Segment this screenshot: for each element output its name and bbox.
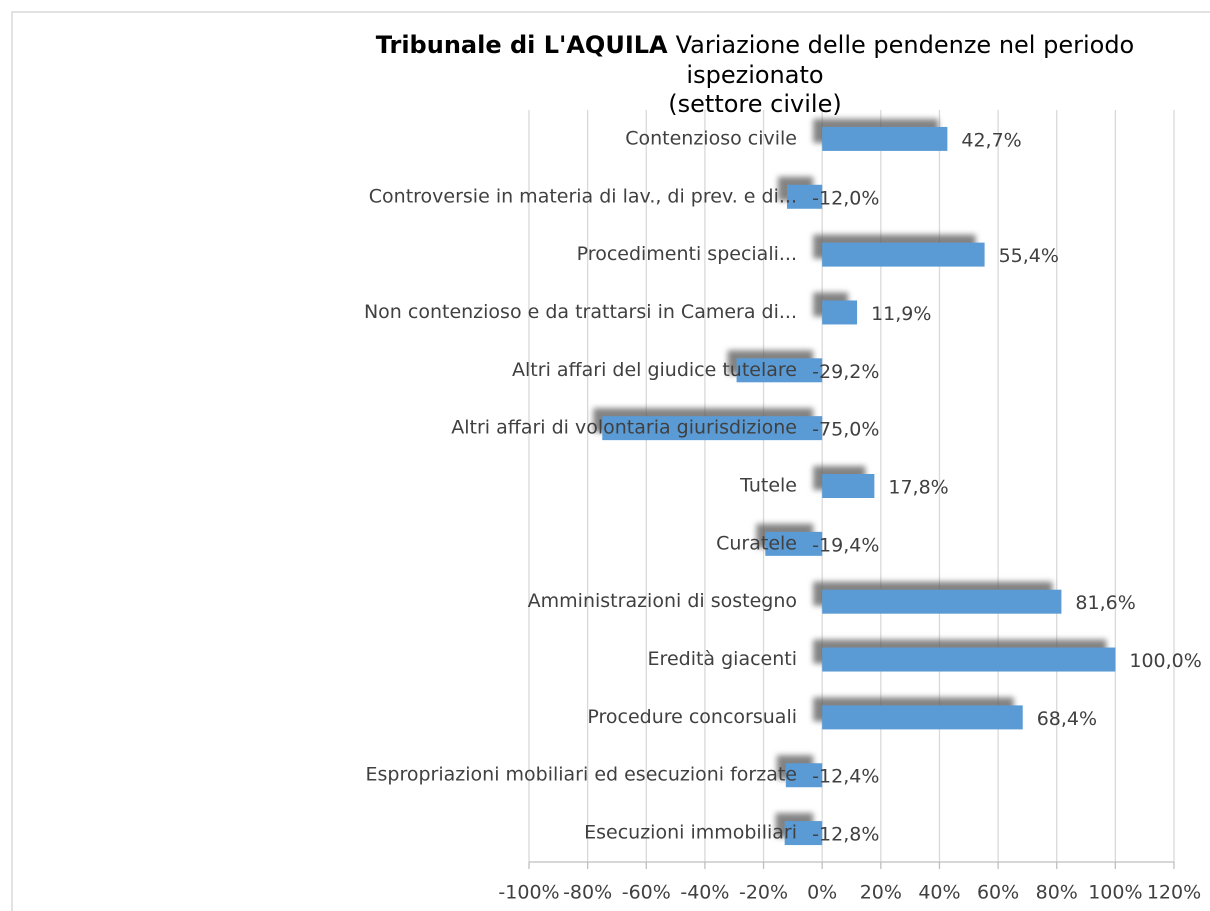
- category-label: Procedure concorsuali: [587, 706, 797, 728]
- bar: [784, 821, 823, 846]
- x-tick-label: 20%: [860, 882, 902, 904]
- x-tick-label: 80%: [1036, 882, 1078, 904]
- value-label: -12,8%: [812, 824, 879, 846]
- value-label: 68,4%: [1037, 708, 1097, 730]
- bar: [822, 242, 985, 267]
- chart-border: [11, 11, 1210, 911]
- subtitle-line: Variazione delle pendenze nel periodo: [676, 31, 1135, 59]
- chart-title: Tribunale di L'AQUILA Variazione delle pe…: [376, 31, 1135, 59]
- category-label: Esecuzioni immobiliari: [584, 822, 797, 844]
- x-tick-label: -60%: [622, 882, 671, 904]
- category-label: Eredità giacenti: [648, 648, 797, 670]
- category-label: Tutele: [739, 475, 797, 497]
- labels: -100% -80% -60% -40% -20% 0% 20% 40% 60% 80% 100% 1…: [364, 127, 1202, 903]
- category-label: Non contenzioso e da trattarsi in Camera…: [364, 301, 797, 323]
- bar: [822, 589, 1062, 614]
- category-label: Altri affari del giudice tutelare: [512, 359, 797, 381]
- value-label: 81,6%: [1075, 592, 1135, 614]
- x-tick-label: -40%: [680, 882, 729, 904]
- x-tick-label: -100%: [498, 882, 559, 904]
- bar: [736, 358, 823, 383]
- bar: [785, 763, 823, 788]
- value-label: 42,7%: [961, 129, 1021, 151]
- bar: [822, 474, 875, 498]
- bar: [765, 531, 823, 556]
- value-label: -75,0%: [812, 419, 879, 441]
- bar: [822, 126, 948, 151]
- bar: [822, 647, 1116, 672]
- x-tick-label: 40%: [918, 882, 960, 904]
- title-bold: Tribunale di L'AQUILA: [376, 31, 668, 59]
- x-tick-label: 100%: [1088, 882, 1142, 904]
- bar: [822, 705, 1023, 730]
- value-label: -12,0%: [812, 187, 879, 209]
- category-label: Altri affari di volontaria giurisdizione: [451, 417, 797, 439]
- x-tick-label: 60%: [977, 882, 1019, 904]
- bar: [787, 184, 823, 209]
- value-label: 100,0%: [1129, 650, 1201, 672]
- category-label: Controversie in materia di lav., di prev…: [369, 185, 797, 207]
- category-label: Contenzioso civile: [625, 127, 797, 149]
- x-tick-label: 120%: [1147, 882, 1201, 904]
- bar: [822, 300, 858, 325]
- category-label: Espropriazioni mobiliari ed esecuzioni f…: [366, 764, 798, 786]
- value-label: -12,4%: [812, 766, 879, 788]
- value-label: -29,2%: [812, 361, 879, 383]
- x-tick-label: -20%: [739, 882, 788, 904]
- value-label: 55,4%: [999, 245, 1059, 267]
- category-label: Curatele: [716, 532, 797, 554]
- bars: [602, 126, 1116, 846]
- category-label: Procedimenti speciali...: [577, 243, 797, 265]
- value-label: 11,9%: [871, 303, 931, 325]
- value-label: 17,8%: [888, 477, 948, 499]
- grid: [528, 110, 1175, 869]
- category-label: Amministrazioni di sostegno: [528, 590, 797, 612]
- value-label: -19,4%: [812, 534, 879, 556]
- subtitle-line: (settore civile): [668, 90, 841, 118]
- x-tick-label: 0%: [807, 882, 837, 904]
- x-tick-label: -80%: [563, 882, 612, 904]
- subtitle-line: ispezionato: [686, 61, 823, 89]
- bar: [602, 416, 823, 441]
